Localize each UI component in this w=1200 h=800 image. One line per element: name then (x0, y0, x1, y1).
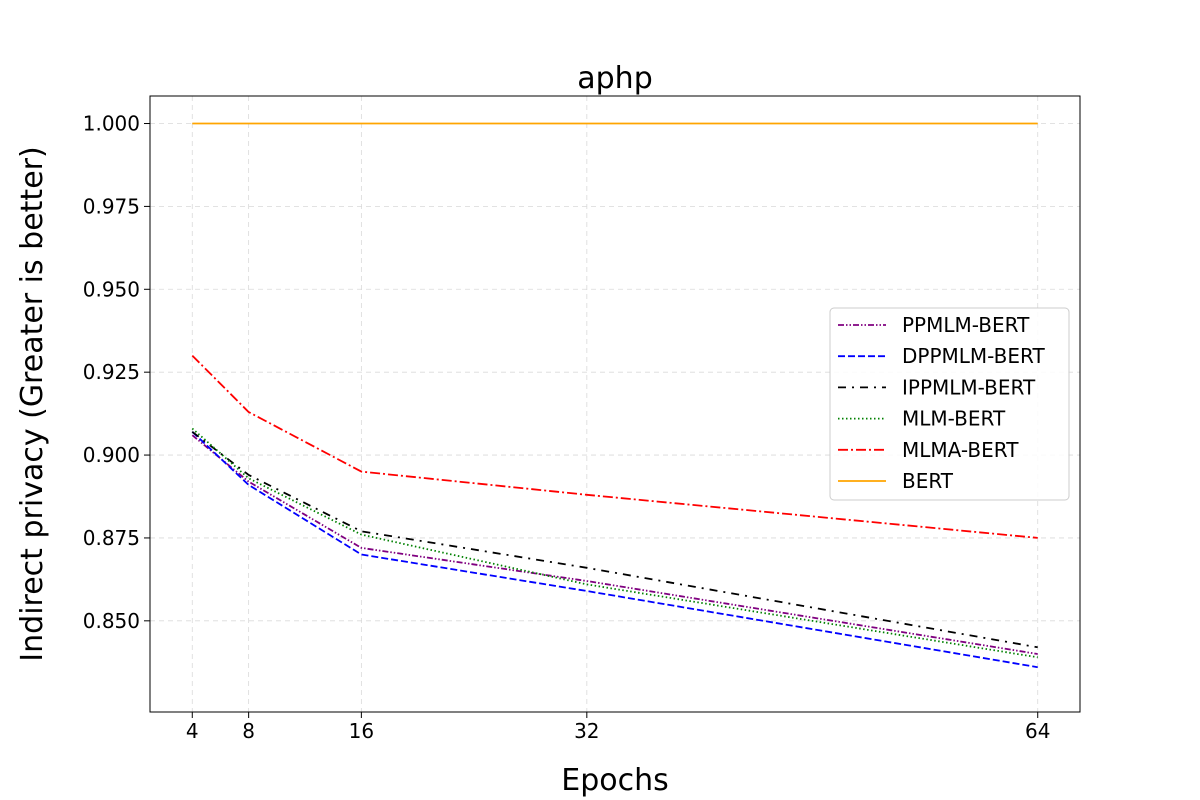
legend-label: BERT (902, 469, 954, 493)
legend: PPMLM-BERT DPPMLM-BERT IPPMLM-BERT MLM-BERT… (829, 307, 1070, 501)
y-axis-label: Indirect privacy (Greater is better) (15, 146, 50, 661)
chart-title: aphp (577, 61, 652, 96)
legend-label: PPMLM-BERT (902, 313, 1030, 337)
series-line-dppmlm-bert (191, 431, 1038, 669)
legend-label: MLM-BERT (902, 407, 1006, 431)
x-tick-label: 4 (186, 719, 199, 743)
y-tick-label: 0.950 (83, 277, 140, 301)
legend-label: MLMA-BERT (902, 438, 1019, 462)
x-axis-label: Epochs (561, 763, 669, 798)
series-line-mlma-bert (191, 354, 1038, 539)
x-tick-label: 64 (1025, 719, 1050, 743)
y-tick-label: 1.000 (83, 112, 140, 136)
y-tick-label: 0.850 (83, 609, 140, 633)
y-tick-label: 0.875 (83, 526, 140, 550)
series-layer (191, 122, 1038, 669)
x-tick-label: 16 (349, 719, 374, 743)
plot-frame (149, 95, 1081, 713)
y-tick-label: 0.975 (83, 194, 140, 218)
x-tick-label: 32 (574, 719, 599, 743)
y-tick-label: 0.925 (83, 360, 140, 384)
tick-layer: 4 8 16 32 64 0.850 0.875 0.900 0.925 0.950 0.975 1.… (83, 112, 1051, 743)
legend-label: DPPMLM-BERT (902, 344, 1045, 368)
series-line-mlm-bert (191, 427, 1038, 659)
y-tick-label: 0.900 (83, 443, 140, 467)
legend-label: IPPMLM-BERT (902, 375, 1036, 399)
legend-box (829, 307, 1070, 501)
x-tick-label: 8 (242, 719, 255, 743)
